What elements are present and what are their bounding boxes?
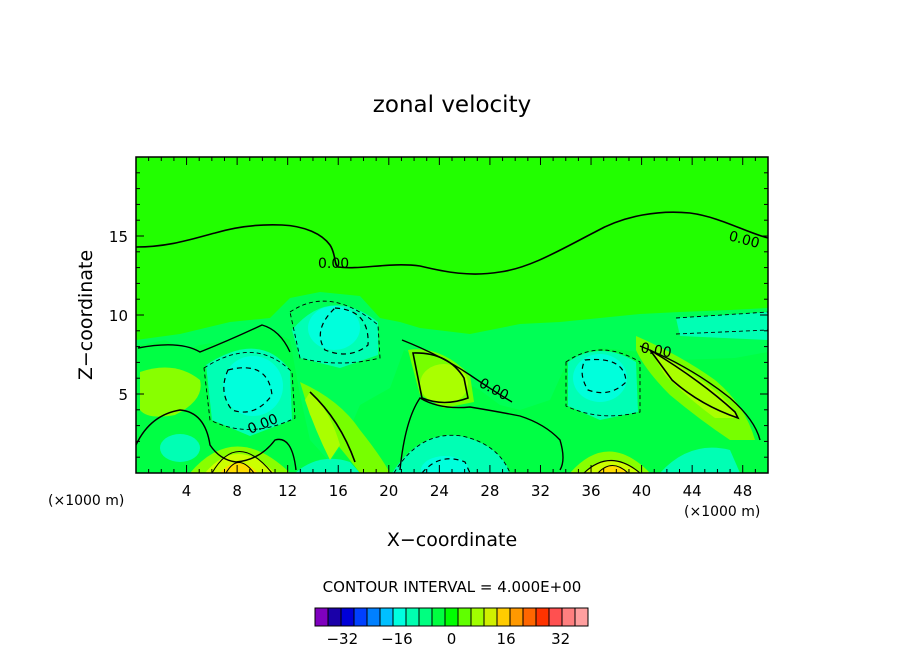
bottom-negative-cell <box>295 458 360 473</box>
colorbar-swatch <box>483 607 498 627</box>
colorbar-swatch <box>379 607 394 627</box>
x-tick-labels: 4 8 12 16 20 24 28 32 36 40 44 48 <box>182 482 752 500</box>
plot-area: 0.00 0.00 0.00 0.00 0.00 <box>136 157 768 473</box>
right-positive-core <box>650 350 738 418</box>
x-tick-label: 32 <box>531 482 550 500</box>
x-tick-label: 8 <box>232 482 242 500</box>
contour-interval-text: CONTOUR INTERVAL = 4.000E+00 <box>323 578 582 596</box>
colorbar-swatch <box>405 607 420 627</box>
colorbar-swatch <box>509 607 524 627</box>
x-tick-label: 40 <box>632 482 651 500</box>
bottom-positive-core <box>220 462 258 473</box>
x-tick-label: 24 <box>430 482 449 500</box>
negative-core <box>308 306 360 350</box>
colorbar-swatch <box>457 607 472 627</box>
contour-lines-bottom-positive <box>211 450 641 473</box>
y-tick-label: 5 <box>118 386 128 404</box>
y-tick-label: 10 <box>109 307 128 325</box>
contour-lines-negative <box>223 307 627 473</box>
x-tick-label: 44 <box>683 482 702 500</box>
contour-label: 0.00 <box>318 256 349 272</box>
colorbar-tick-label: 16 <box>497 630 516 648</box>
colorbar-tick-label: −32 <box>326 630 358 648</box>
colorbar <box>314 607 589 627</box>
diagonal-positive-core <box>305 392 340 460</box>
colorbar-tick-label: 32 <box>551 630 570 648</box>
colorbar-swatch <box>431 607 446 627</box>
colorbar-swatch <box>574 607 589 627</box>
colorbar-swatch <box>418 607 433 627</box>
x-tick-label: 36 <box>581 482 600 500</box>
colorbar-swatch <box>444 607 459 627</box>
colorbar-swatch <box>561 607 576 627</box>
colorbar-swatch <box>470 607 485 627</box>
colorbar-tick-label: −16 <box>381 630 413 648</box>
bottom-negative-cell <box>392 435 510 473</box>
center-positive-core <box>420 364 468 404</box>
bottom-negative-cell <box>660 447 740 473</box>
x-tick-label: 28 <box>480 482 499 500</box>
colorbar-swatch <box>327 607 342 627</box>
colorbar-swatch <box>353 607 368 627</box>
contour-lines-thin-dashed <box>203 300 768 473</box>
x-tick-label: 12 <box>278 482 297 500</box>
chart-title: zonal velocity <box>373 92 531 118</box>
axis-ticks <box>135 156 769 474</box>
contour-label: 0.00 <box>727 228 761 252</box>
colorbar-swatch <box>392 607 407 627</box>
left-positive-lobe <box>140 367 201 417</box>
colorbar-swatch <box>314 607 329 627</box>
negative-core <box>421 456 469 473</box>
colorbar-tick-label: 0 <box>447 630 457 648</box>
y-tick-label: 15 <box>109 228 128 246</box>
x-tick-label: 20 <box>379 482 398 500</box>
colorbar-swatch <box>366 607 381 627</box>
x-units-left: (×1000 m) <box>48 493 124 509</box>
contour-label: 0.00 <box>639 340 672 361</box>
x-tick-label: 4 <box>182 482 192 500</box>
colorbar-swatch <box>496 607 511 627</box>
y-tick-labels: 5 10 15 <box>109 228 128 404</box>
x-units-right: (×1000 m) <box>684 504 760 520</box>
colorbar-swatch <box>340 607 355 627</box>
bottom-left-negative <box>160 434 200 462</box>
y-axis-label: Z−coordinate <box>75 250 97 380</box>
negative-core <box>573 354 627 402</box>
colorbar-swatch <box>535 607 550 627</box>
x-tick-label: 16 <box>329 482 348 500</box>
x-tick-label: 48 <box>733 482 752 500</box>
contour-lines-positive <box>309 349 740 463</box>
contour-lines-solid <box>136 324 761 471</box>
negative-core <box>223 356 283 416</box>
colorbar-swatch <box>522 607 537 627</box>
zero-contour-upper <box>136 211 768 275</box>
colorbar-swatch <box>548 607 563 627</box>
x-axis-label: X−coordinate <box>387 529 517 551</box>
colorbar-labels: −32 −16 0 16 32 <box>326 630 570 648</box>
